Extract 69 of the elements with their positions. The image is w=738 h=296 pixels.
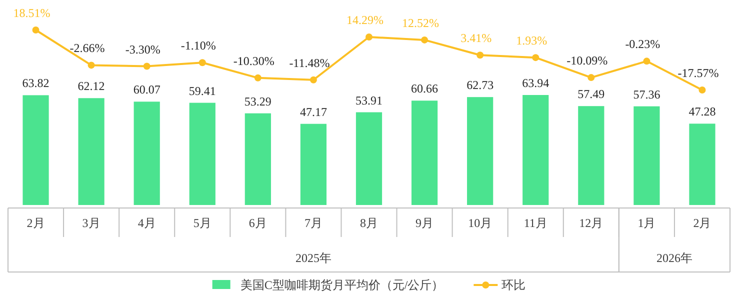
data-label: 60.07 xyxy=(133,82,160,97)
x-tick-label: 4月 xyxy=(138,216,156,230)
data-label: 3.41% xyxy=(460,31,492,46)
x-tick-label: 3月 xyxy=(82,216,100,230)
data-label: 18.51% xyxy=(13,6,50,20)
point xyxy=(588,74,595,82)
point xyxy=(643,58,650,65)
data-label: 62.12 xyxy=(78,79,105,94)
point xyxy=(143,62,150,70)
data-label: 53.29 xyxy=(244,94,272,108)
data-label: -0.23% xyxy=(625,37,660,52)
data-label: 14.29% xyxy=(346,13,384,28)
data-label: 1.93% xyxy=(516,34,548,48)
bar xyxy=(634,106,660,205)
data-label: 47.28 xyxy=(688,104,716,119)
data-label: 47.17 xyxy=(300,104,327,119)
bar xyxy=(467,97,494,205)
data-label: -1.10% xyxy=(180,38,216,53)
bar xyxy=(78,98,104,205)
x-tick-label: 5月 xyxy=(193,216,212,230)
point xyxy=(476,52,484,59)
data-label: 57.36 xyxy=(633,87,660,102)
x-tick-label: 8月 xyxy=(360,216,378,230)
bar xyxy=(578,106,604,205)
bar xyxy=(134,102,160,205)
bar xyxy=(356,112,382,205)
x-tick-label: 11月 xyxy=(524,216,548,230)
bar xyxy=(244,113,271,205)
data-label: 62.73 xyxy=(466,78,494,92)
x-tick-label: 2月 xyxy=(693,216,712,230)
data-label: -2.66% xyxy=(70,41,105,56)
x-tick-label: 7月 xyxy=(304,216,322,230)
legend-label: 美国C型咖啡期货月平均价（元/公斤） xyxy=(240,278,444,292)
data-label: 57.49 xyxy=(578,87,605,102)
bar xyxy=(411,100,438,205)
text: 2025年 xyxy=(295,251,332,265)
point xyxy=(88,62,95,69)
x-tick-label: 6月 xyxy=(248,216,267,230)
point xyxy=(254,74,262,82)
data-label: -3.30% xyxy=(125,42,160,56)
x-tick-label: 12月 xyxy=(579,216,604,230)
x-tick-label: 2月 xyxy=(26,216,45,230)
x-tick-label: 9月 xyxy=(416,216,434,230)
x-tick-label: 10月 xyxy=(468,216,492,230)
x-tick-label: 1月 xyxy=(638,216,656,230)
data-label: 12.52% xyxy=(402,16,440,30)
bar xyxy=(522,95,549,205)
bar xyxy=(300,124,327,205)
data-label: 60.66 xyxy=(411,82,438,96)
data-label: 59.41 xyxy=(188,84,216,98)
point xyxy=(310,76,317,84)
data-label: 53.91 xyxy=(356,93,382,108)
point xyxy=(532,54,540,62)
bar xyxy=(22,95,49,205)
point xyxy=(421,36,428,44)
bar xyxy=(189,102,216,205)
bar xyxy=(689,124,716,205)
point xyxy=(32,26,40,34)
data-label: -10.09% xyxy=(566,54,608,68)
point xyxy=(366,34,372,41)
data-label: -11.48% xyxy=(289,56,330,70)
data-label: 63.82 xyxy=(22,76,50,90)
data-label: -17.57% xyxy=(678,66,719,80)
data-label: -10.30% xyxy=(233,54,274,68)
data-label: 63.94 xyxy=(522,76,550,90)
text: 2026年 xyxy=(656,251,692,265)
point xyxy=(198,59,206,66)
point xyxy=(698,86,706,94)
legend-label: 环比 xyxy=(502,278,526,292)
